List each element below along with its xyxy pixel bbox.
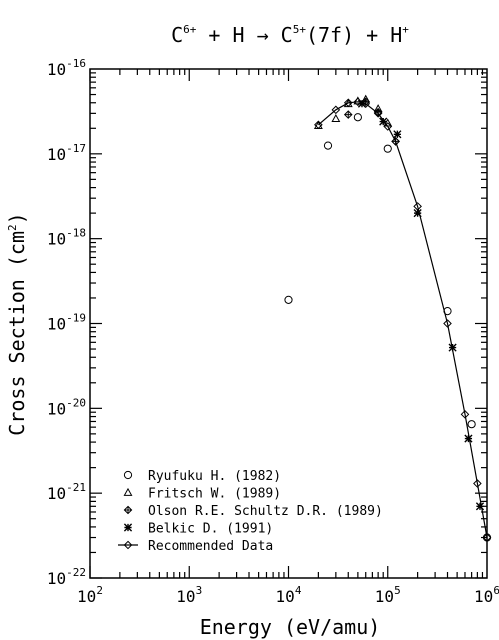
legend: Ryufuku H. (1982) Fritsch W. (1989) Olson … bbox=[118, 469, 383, 554]
x-tick-label-exp: 4 bbox=[295, 584, 302, 597]
data-point bbox=[379, 117, 388, 126]
y-axis-label-end: ) bbox=[5, 212, 29, 224]
y-tick-label-base: 10 bbox=[47, 569, 66, 588]
plot-frame bbox=[89, 68, 488, 579]
legend-marker bbox=[123, 470, 133, 480]
data-point bbox=[475, 502, 485, 511]
x-tick-label-exp: 6 bbox=[493, 584, 499, 597]
legend-marker bbox=[123, 487, 133, 496]
data-point bbox=[331, 114, 341, 123]
y-tick-label: 10-21 bbox=[47, 481, 86, 503]
data-point bbox=[343, 110, 353, 119]
x-tick-label: 102 bbox=[77, 584, 103, 606]
legend-label: Belkic D. (1991) bbox=[148, 522, 273, 537]
data-point bbox=[353, 113, 362, 122]
y-tick-label-exp: -17 bbox=[66, 142, 86, 155]
recommended-curve bbox=[318, 101, 488, 538]
data-point bbox=[383, 122, 393, 131]
y-tick-label-base: 10 bbox=[47, 399, 66, 418]
data-point bbox=[343, 98, 353, 108]
series-2 bbox=[343, 97, 400, 146]
y-tick-label-exp: -20 bbox=[66, 396, 86, 409]
data-point bbox=[391, 137, 400, 146]
y-tick-label-exp: -18 bbox=[66, 227, 86, 240]
data-point bbox=[413, 209, 422, 218]
y-tick-label: 10-16 bbox=[47, 57, 86, 79]
data-point bbox=[361, 99, 371, 108]
data-point bbox=[353, 97, 363, 107]
y-tick-label: 10-22 bbox=[47, 566, 86, 588]
y-tick-label: 10-19 bbox=[47, 312, 86, 334]
y-tick-label-base: 10 bbox=[47, 315, 66, 334]
y-tick-label-base: 10 bbox=[47, 230, 66, 249]
x-tick-label: 106 bbox=[474, 584, 499, 606]
x-tick-label-exp: 3 bbox=[196, 584, 203, 597]
title-sup-b: 5+ bbox=[293, 23, 307, 36]
data-point-cross bbox=[344, 111, 352, 119]
x-tick-label: 105 bbox=[375, 584, 401, 606]
legend-label: Fritsch W. (1989) bbox=[148, 487, 281, 502]
x-tick-label-base: 10 bbox=[375, 587, 394, 606]
legend-marker bbox=[123, 523, 133, 532]
title-part-a: C bbox=[171, 23, 183, 47]
y-axis-label: Cross Section (cm2) bbox=[5, 212, 29, 435]
tick-labels: 102 103 104 105 10610-1610-1710-1810-1910-20… bbox=[47, 57, 499, 606]
x-tick-label: 103 bbox=[176, 584, 202, 606]
series-0 bbox=[284, 113, 492, 542]
data-point bbox=[464, 434, 473, 443]
x-tick-label-base: 10 bbox=[474, 587, 493, 606]
data-point bbox=[460, 410, 470, 419]
x-tick-label-base: 10 bbox=[77, 587, 96, 606]
y-tick-label-base: 10 bbox=[47, 484, 66, 503]
y-tick-label-base: 10 bbox=[47, 145, 66, 164]
data-point bbox=[314, 120, 323, 130]
x-tick-label-exp: 2 bbox=[96, 584, 103, 597]
y-axis-label-sup: 2 bbox=[6, 224, 19, 231]
y-tick-label: 10-18 bbox=[47, 227, 86, 249]
axes bbox=[89, 68, 488, 579]
data-point bbox=[473, 479, 482, 488]
legend-label: Olson R.E. Schultz D.R. (1989) bbox=[148, 504, 383, 519]
series-layer bbox=[284, 94, 492, 542]
series-4 bbox=[314, 97, 492, 542]
title-part-c: (7f) + H bbox=[306, 23, 402, 47]
y-tick-label-exp: -19 bbox=[66, 312, 86, 325]
x-axis-label: Energy (eV/amu) bbox=[200, 615, 381, 639]
data-point bbox=[383, 144, 392, 153]
legend-marker bbox=[123, 540, 133, 550]
x-tick-label: 104 bbox=[276, 584, 302, 606]
title-sup-a: 6+ bbox=[183, 23, 197, 36]
y-tick-label-base: 10 bbox=[47, 60, 66, 79]
data-point bbox=[413, 202, 422, 211]
legend-label: Recommended Data bbox=[148, 539, 273, 554]
x-tick-label-base: 10 bbox=[276, 587, 295, 606]
y-tick-label: 10-20 bbox=[47, 396, 86, 418]
y-tick-label: 10-17 bbox=[47, 142, 86, 164]
x-tick-label-exp: 5 bbox=[394, 584, 401, 597]
y-axis-label-main: Cross Section (cm bbox=[5, 231, 29, 436]
x-tick-label-base: 10 bbox=[176, 587, 195, 606]
tick-marks bbox=[89, 69, 487, 579]
legend-marker bbox=[123, 505, 133, 515]
data-point bbox=[284, 295, 293, 304]
y-tick-label-exp: -22 bbox=[66, 566, 86, 579]
legend-label: Ryufuku H. (1982) bbox=[148, 469, 281, 484]
data-point bbox=[393, 130, 402, 139]
data-point bbox=[467, 420, 476, 429]
data-point bbox=[373, 109, 383, 118]
title-sup-c: + bbox=[402, 23, 409, 36]
y-tick-label-exp: -21 bbox=[66, 481, 86, 494]
chart-title: C6+ + H → C5+(7f) + H+ bbox=[171, 23, 409, 47]
data-point bbox=[482, 533, 492, 542]
y-tick-label-exp: -16 bbox=[66, 57, 86, 70]
data-point bbox=[331, 105, 341, 115]
legend-marker-cross bbox=[124, 506, 132, 514]
series-3 bbox=[357, 99, 485, 511]
title-part-b: + H → C bbox=[196, 23, 292, 47]
data-point bbox=[323, 141, 333, 150]
data-point bbox=[443, 319, 452, 328]
